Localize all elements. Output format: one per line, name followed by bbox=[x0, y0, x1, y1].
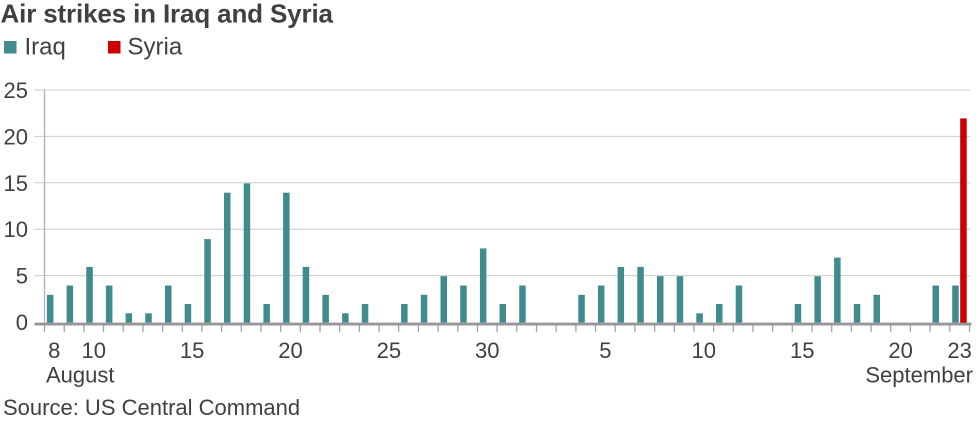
svg-text:25: 25 bbox=[4, 78, 28, 103]
svg-text:Source: US Central Command: Source: US Central Command bbox=[3, 395, 300, 420]
svg-text:5: 5 bbox=[16, 264, 28, 289]
svg-text:Syria: Syria bbox=[128, 34, 183, 61]
svg-text:30: 30 bbox=[475, 338, 499, 363]
svg-text:8: 8 bbox=[48, 338, 60, 363]
svg-text:20: 20 bbox=[888, 338, 912, 363]
svg-text:15: 15 bbox=[180, 338, 204, 363]
svg-text:20: 20 bbox=[278, 338, 302, 363]
svg-text:Air strikes in Iraq and Syria: Air strikes in Iraq and Syria bbox=[1, 0, 334, 28]
svg-text:23: 23 bbox=[947, 338, 971, 363]
svg-text:5: 5 bbox=[599, 338, 611, 363]
svg-text:20: 20 bbox=[4, 124, 28, 149]
svg-text:0: 0 bbox=[16, 310, 28, 335]
svg-text:15: 15 bbox=[790, 338, 814, 363]
svg-text:15: 15 bbox=[4, 171, 28, 196]
svg-text:Iraq: Iraq bbox=[25, 34, 66, 61]
svg-text:August: August bbox=[46, 363, 115, 388]
svg-text:10: 10 bbox=[692, 338, 716, 363]
svg-text:September: September bbox=[865, 363, 973, 388]
svg-text:10: 10 bbox=[81, 338, 105, 363]
svg-text:10: 10 bbox=[4, 217, 28, 242]
svg-text:25: 25 bbox=[377, 338, 401, 363]
